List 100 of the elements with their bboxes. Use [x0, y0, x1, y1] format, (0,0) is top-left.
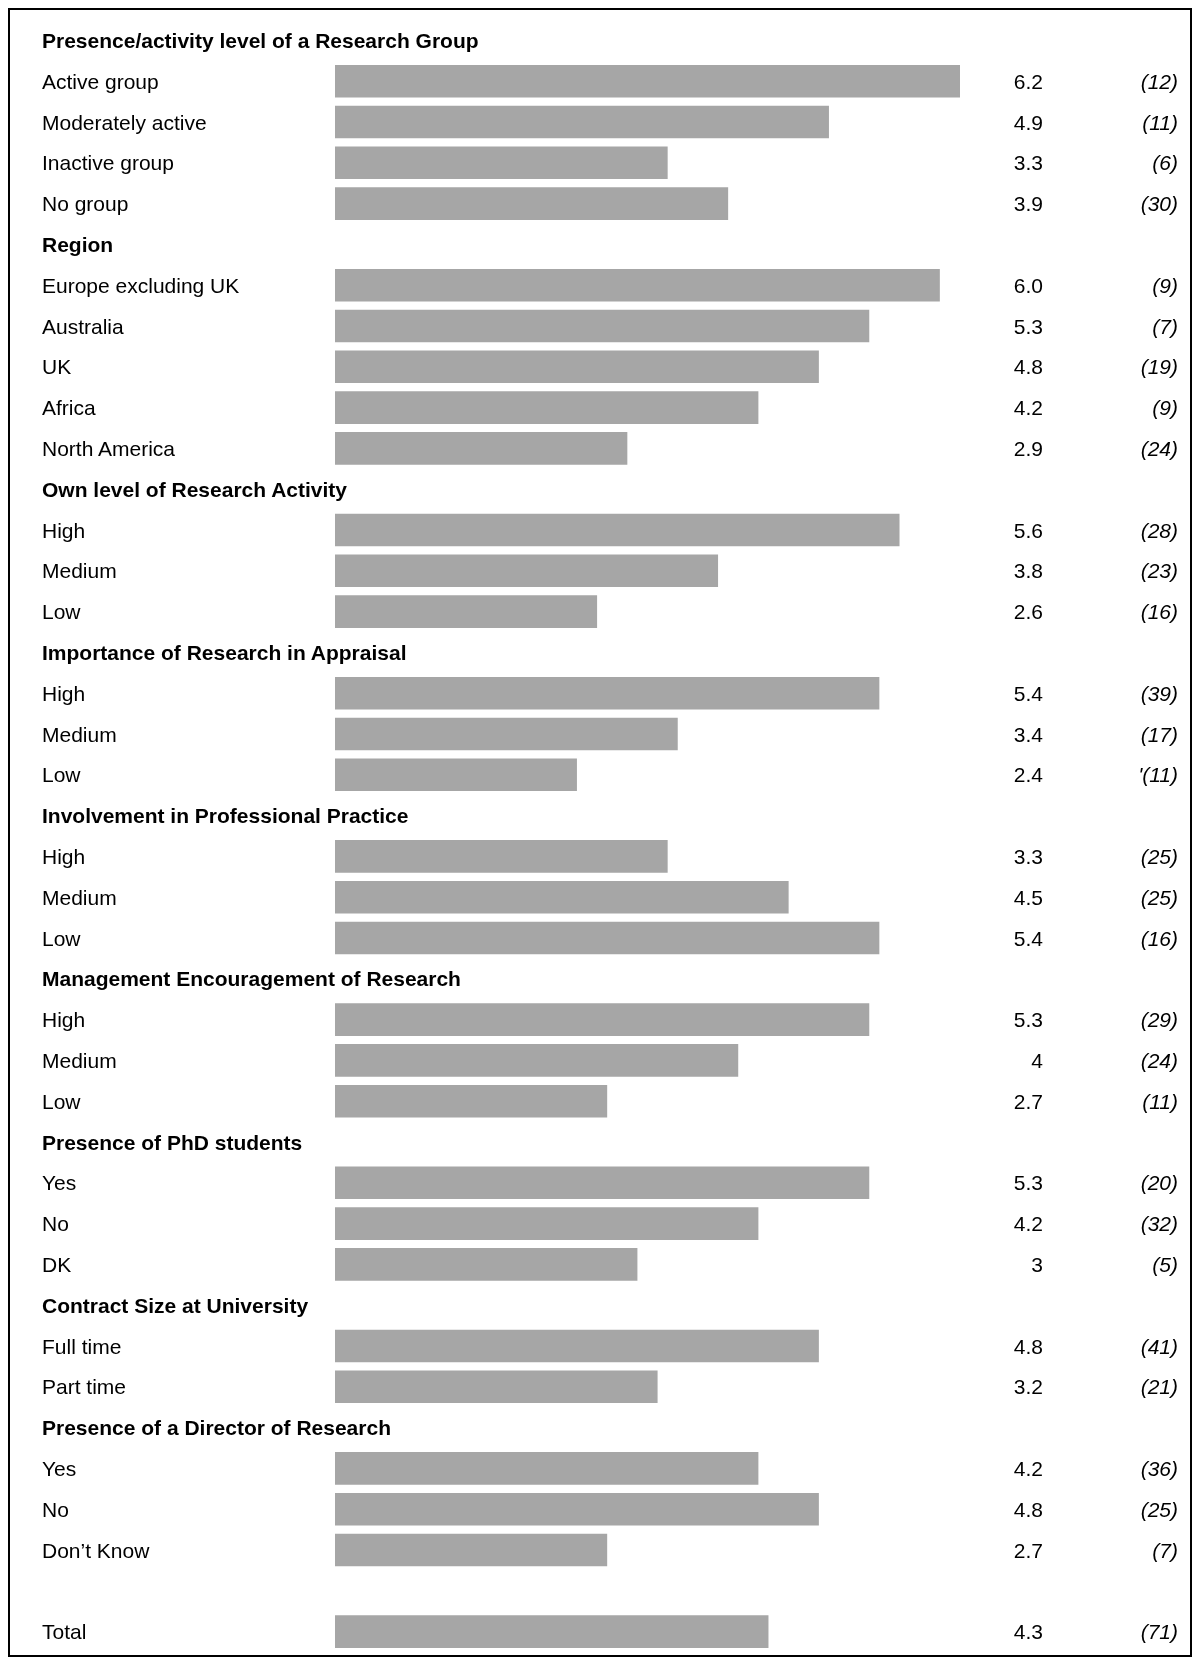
y-tick-label: No	[42, 1497, 69, 1521]
bar	[335, 921, 880, 955]
text: (5)	[1152, 1252, 1178, 1276]
bar	[335, 758, 577, 792]
text: (23)	[1140, 559, 1178, 583]
y-tick-label: Low	[42, 1089, 82, 1113]
y-tick-label: Contract Size at University	[42, 1293, 309, 1317]
data-label: 2.7	[1013, 1538, 1043, 1562]
data-label: 3.2	[1013, 1375, 1043, 1399]
y-tick-label: Presence of a Director of Research	[42, 1416, 391, 1440]
bar	[335, 676, 880, 710]
text: '(11)	[1138, 763, 1178, 787]
bar	[335, 1003, 870, 1036]
bar	[335, 880, 789, 914]
data-label: 2.9	[1013, 436, 1043, 460]
text: (32)	[1140, 1212, 1178, 1236]
y-tick-label: Medium	[42, 1048, 117, 1072]
data-label: 4.8	[1013, 1497, 1043, 1521]
y-tick-label: Europe excluding UK	[42, 273, 240, 297]
y-tick-label: Importance of Research in Appraisal	[42, 640, 407, 664]
text: (16)	[1140, 926, 1178, 950]
data-label: 5.4	[1013, 926, 1044, 950]
data-label: 4.3	[1013, 1620, 1043, 1644]
bar	[335, 554, 719, 588]
data-label: 4.5	[1013, 885, 1043, 909]
text: (29)	[1140, 1008, 1178, 1032]
y-tick-label: Medium	[42, 559, 117, 583]
data-label: 4.8	[1013, 1334, 1043, 1358]
text: (11)	[1142, 1089, 1178, 1113]
text: (39)	[1140, 681, 1178, 705]
text: (41)	[1140, 1334, 1178, 1358]
bar	[335, 717, 678, 751]
text: (7)	[1152, 1538, 1178, 1562]
data-label: 5.3	[1013, 1008, 1043, 1032]
bar	[335, 1615, 769, 1648]
y-tick-label: Active group	[42, 69, 159, 93]
bar	[335, 1207, 759, 1240]
data-label: 4	[1031, 1048, 1044, 1072]
bar	[335, 64, 960, 98]
text: (16)	[1140, 600, 1178, 624]
data-label: 5.3	[1013, 314, 1043, 338]
text: (11)	[1142, 110, 1178, 134]
bar	[335, 391, 759, 424]
text: (36)	[1140, 1456, 1178, 1480]
data-label: 4.9	[1013, 110, 1043, 134]
text: (12)	[1140, 69, 1178, 93]
y-tick-label: Management Encouragement of Research	[42, 967, 461, 991]
text: (7)	[1152, 314, 1178, 338]
y-tick-label: Africa	[42, 396, 96, 420]
y-tick-label: Australia	[42, 314, 125, 338]
text: (6)	[1152, 151, 1178, 175]
bar	[335, 350, 819, 384]
y-tick-label: Full time	[42, 1334, 122, 1358]
bar	[335, 1452, 759, 1485]
data-label: 3.8	[1013, 559, 1043, 583]
bar	[335, 432, 628, 465]
y-tick-label: UK	[42, 355, 72, 379]
y-tick-label: Yes	[42, 1171, 77, 1195]
text: (24)	[1140, 436, 1178, 460]
y-tick-label: High	[42, 844, 86, 868]
y-tick-label: Low	[42, 926, 82, 950]
bar	[335, 1329, 819, 1363]
y-tick-label: Don’t Know	[42, 1538, 151, 1562]
data-label: 5.3	[1013, 1171, 1043, 1195]
data-label: 5.4	[1013, 681, 1044, 705]
y-tick-label: Yes	[42, 1456, 77, 1480]
y-tick-label: No	[42, 1212, 69, 1236]
y-tick-label: Total	[42, 1620, 87, 1644]
y-tick-label: North America	[42, 436, 176, 460]
data-label: 5.6	[1013, 518, 1043, 542]
bar	[335, 1370, 658, 1404]
bar	[335, 1044, 739, 1077]
data-label: 3.4	[1013, 722, 1044, 746]
data-label: 4.2	[1013, 1456, 1043, 1480]
text: (25)	[1140, 885, 1178, 909]
y-tick-label: Involvement in Professional Practice	[42, 804, 409, 828]
y-tick-label: Low	[42, 600, 82, 624]
y-tick-label: DK	[42, 1252, 72, 1276]
bar	[335, 187, 729, 220]
bar	[335, 146, 668, 180]
bar	[335, 1166, 870, 1200]
y-tick-label: High	[42, 518, 86, 542]
bar	[335, 1084, 608, 1118]
bar	[335, 1492, 819, 1526]
data-label: 2.4	[1013, 763, 1044, 787]
data-label: 2.6	[1013, 600, 1043, 624]
data-label: 4.2	[1013, 396, 1043, 420]
text: (71)	[1140, 1620, 1178, 1644]
bar	[335, 1248, 638, 1281]
y-tick-label: Own level of Research Activity	[42, 477, 348, 501]
text: (19)	[1140, 355, 1178, 379]
bar	[335, 309, 870, 343]
y-tick-label: Region	[42, 232, 114, 256]
text: (24)	[1140, 1048, 1178, 1072]
text: (17)	[1140, 722, 1178, 746]
y-tick-label: Low	[42, 763, 82, 787]
bar	[335, 1533, 608, 1567]
text: (25)	[1140, 844, 1178, 868]
data-label: 3	[1031, 1252, 1043, 1276]
y-tick-label: Moderately active	[42, 110, 207, 134]
